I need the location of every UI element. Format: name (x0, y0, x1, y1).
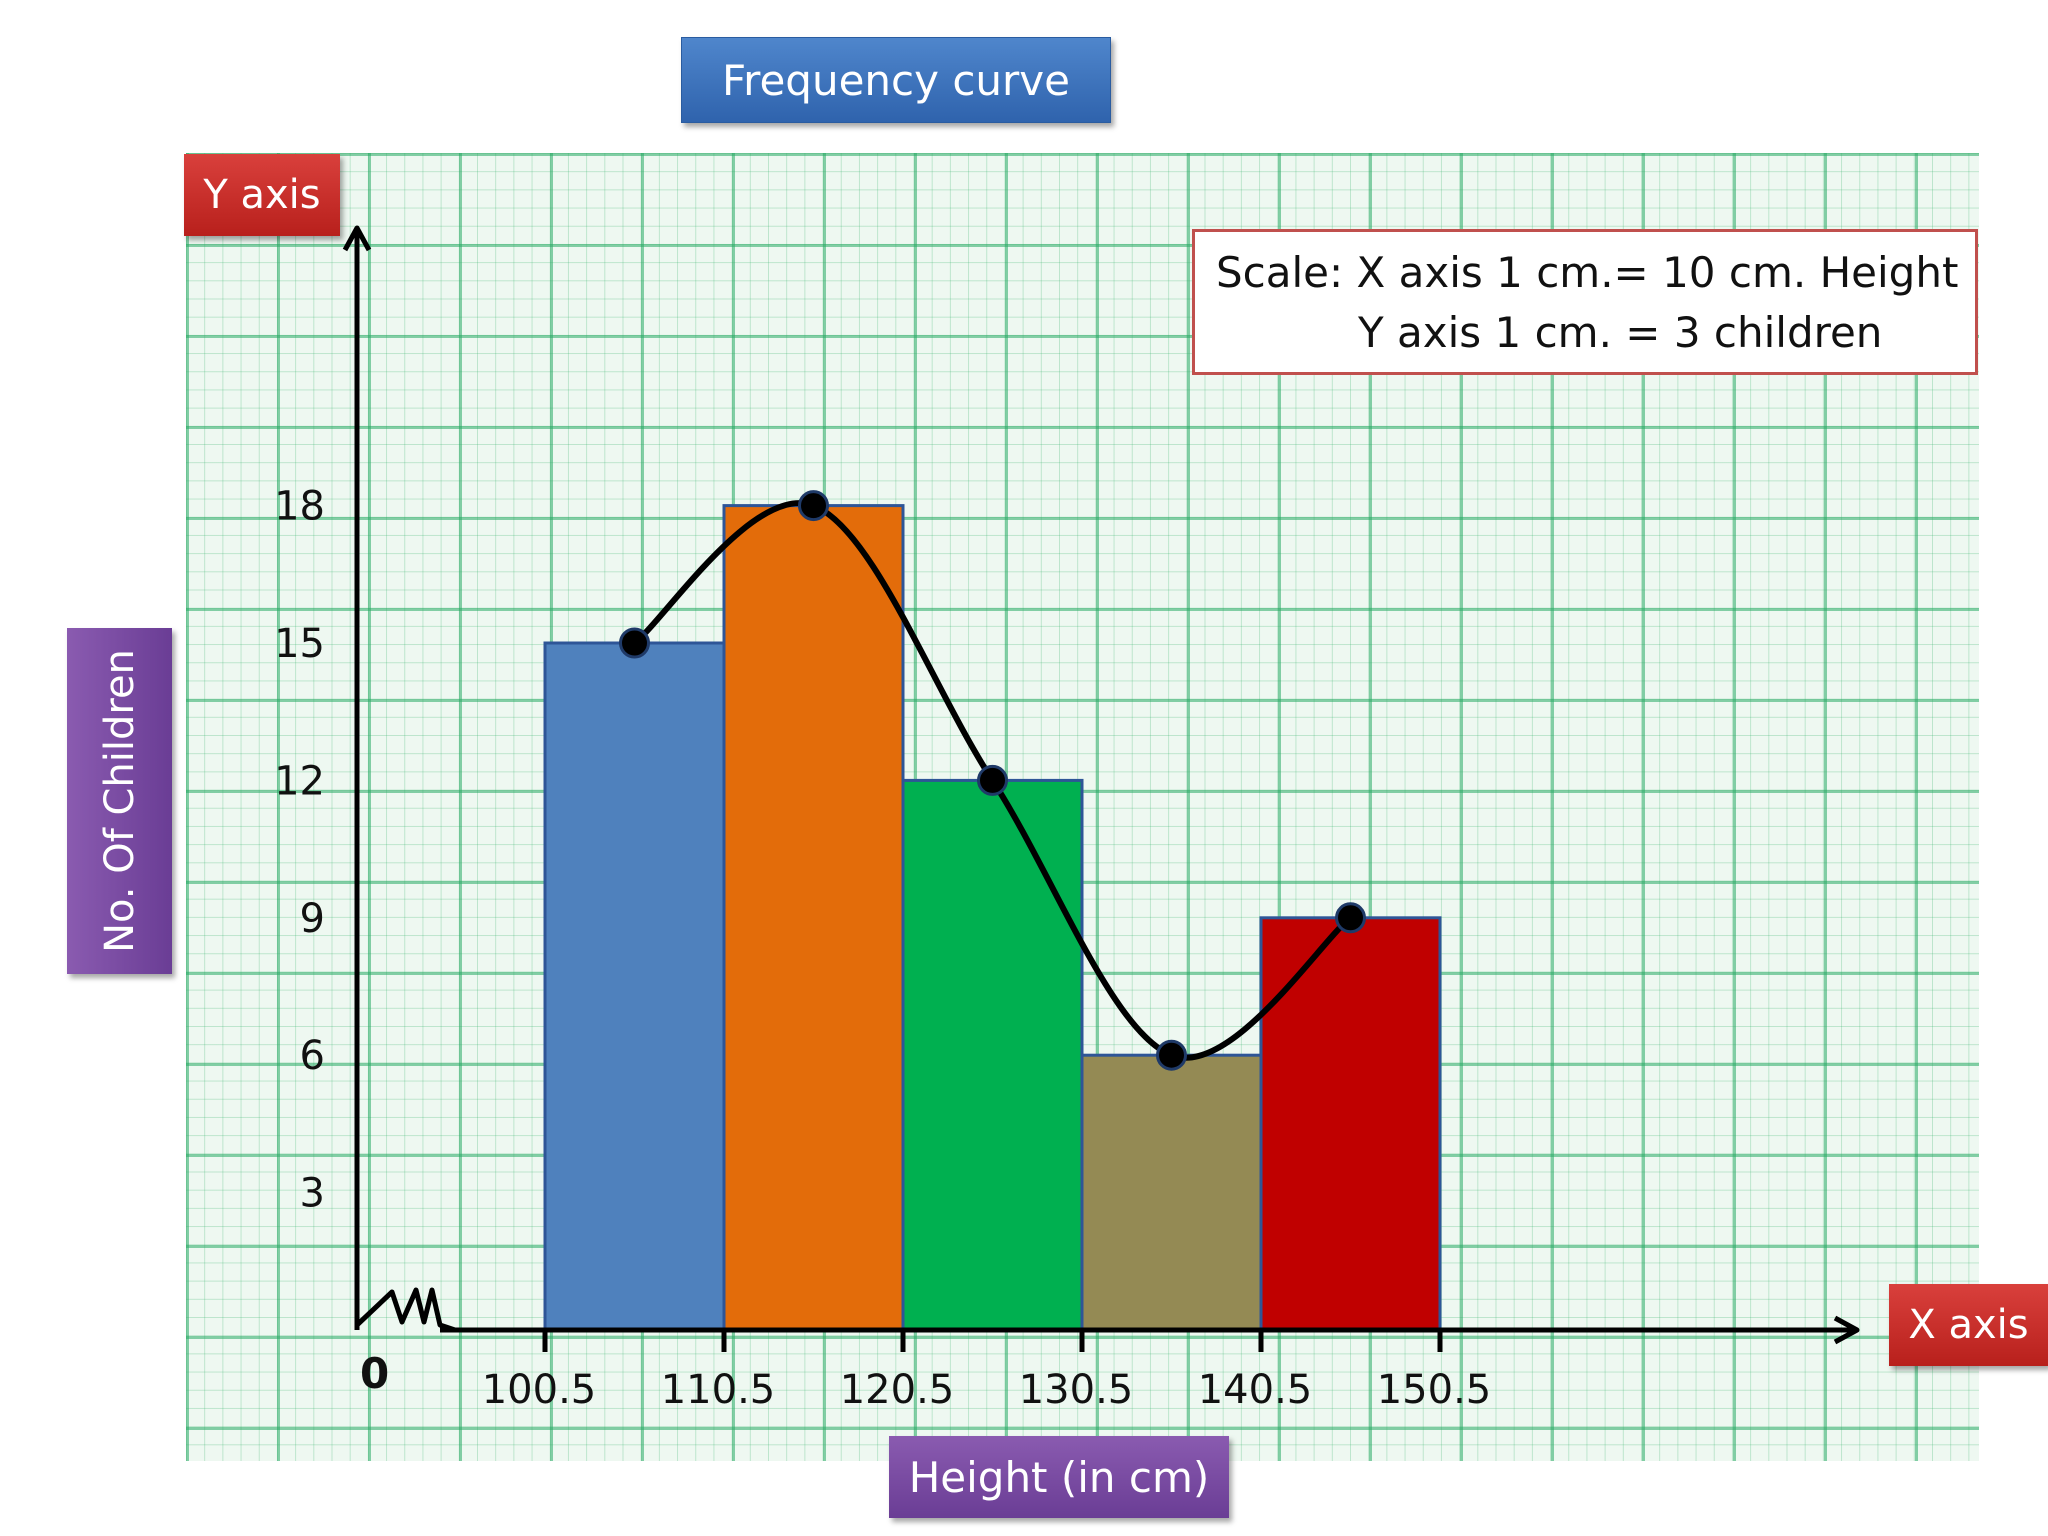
axis-break-mark (355, 1287, 456, 1333)
histogram-bar (901, 778, 1084, 1332)
scale-note-line-1: Scale: X axis 1 cm.= 10 cm. Height (1216, 248, 1959, 297)
scale-note-line-2: Y axis 1 cm. = 3 children (1358, 308, 1883, 357)
origin-label: 0 (360, 1349, 389, 1398)
y-axis-tag: Y axis (184, 154, 340, 236)
ticks-layer: 100.5 110.5 120.5 130.5 140.5 150.5 3 6 9 12 15 18 (274, 484, 1491, 1413)
x-tick-label: 140.5 (1198, 1367, 1313, 1413)
histogram-bar (1080, 1053, 1263, 1332)
x-axis-arrowhead (1833, 1315, 1860, 1345)
x-tick-label: 100.5 (482, 1367, 597, 1413)
bars-layer (543, 504, 1442, 1332)
frequency-curve-point (977, 764, 1008, 796)
histogram-bar (722, 504, 905, 1332)
x-tick-label: 110.5 (661, 1367, 776, 1413)
y-tick-label: 3 (300, 1171, 325, 1217)
scale-note: Scale: X axis 1 cm.= 10 cm. Height Y axi… (1192, 229, 1978, 375)
y-axis-arrowhead (342, 225, 372, 252)
x-tick-label: 130.5 (1019, 1367, 1134, 1413)
y-tick-label: 6 (300, 1033, 325, 1079)
y-tick-label: 18 (274, 484, 325, 530)
frequency-curve-point (1335, 902, 1366, 934)
frequency-curve-point (798, 490, 829, 522)
frequency-curve-point (619, 627, 650, 659)
histogram-bar (543, 641, 726, 1332)
frequency-curve-point (1156, 1039, 1187, 1071)
y-tick-label: 15 (274, 621, 325, 667)
x-tick-label: 150.5 (1377, 1367, 1492, 1413)
y-axis-label: No. Of Children (67, 628, 172, 974)
y-tick-label: 12 (274, 758, 325, 804)
curve-layer (619, 490, 1366, 1071)
x-axis-label: Height (in cm) (889, 1436, 1229, 1518)
axes-layer: 0 (342, 225, 1860, 1398)
chart-title: Frequency curve (681, 37, 1111, 123)
x-axis-tag: X axis (1889, 1284, 2048, 1366)
y-tick-label: 9 (300, 896, 325, 942)
x-tick-label: 120.5 (840, 1367, 955, 1413)
histogram-bar (1259, 916, 1442, 1332)
